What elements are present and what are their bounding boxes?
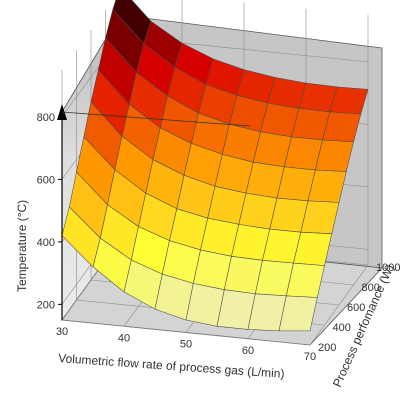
x-tick-label: 60: [242, 345, 254, 357]
x-tick-label: 30: [56, 326, 68, 338]
y-tick-label: 1000: [376, 262, 400, 274]
z-tick-label: 400: [37, 237, 55, 249]
z-tick-label: 800: [37, 112, 55, 124]
y-tick-label: 200: [318, 342, 336, 354]
y-tick-label: 800: [362, 282, 380, 294]
y-tick-label: 600: [347, 302, 365, 314]
y-tick-label: 400: [333, 322, 351, 334]
z-tick-label: 600: [37, 174, 55, 186]
z-axis-label: Temperature (°C): [15, 200, 29, 292]
x-tick-label: 70: [304, 351, 316, 363]
z-tick-label: 200: [37, 299, 55, 311]
z-axis-extension: [61, 111, 251, 127]
x-tick-label: 50: [180, 339, 192, 351]
surface: [61, 0, 369, 332]
surface-facet: [278, 295, 318, 332]
x-tick-label: 40: [118, 332, 130, 344]
